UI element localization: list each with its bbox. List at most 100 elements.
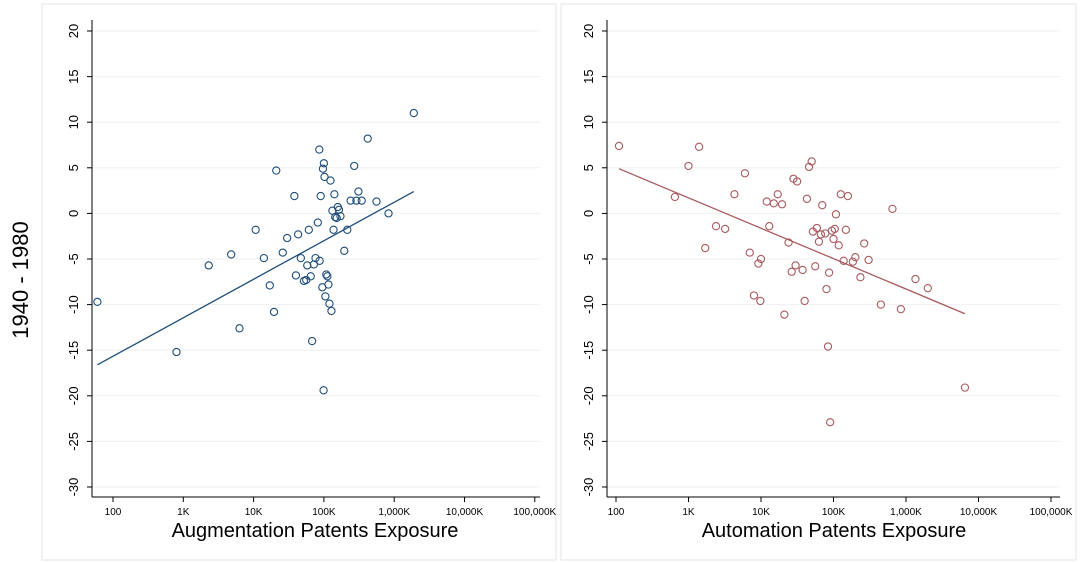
data-point: [329, 225, 338, 234]
y-tick-label: 5: [66, 164, 81, 171]
data-point: [350, 161, 359, 171]
data-point: [319, 386, 328, 395]
x-tick-label: 10K: [752, 507, 770, 518]
data-point: [839, 256, 848, 265]
data-point: [278, 248, 287, 257]
data-point: [684, 161, 693, 171]
data-point: [313, 218, 322, 227]
data-point: [834, 241, 843, 250]
data-point: [756, 254, 766, 264]
data-point: [235, 324, 244, 333]
data-point: [960, 383, 970, 392]
augmentation-scatter-panel: 20 15 10 5 0 -5 -10 -15 -20 -25 -30 100 1K 10K 100K 1,0…: [41, 3, 557, 561]
data-point: [614, 141, 624, 151]
x-tick-label: 1K: [177, 507, 190, 518]
data-point: [384, 209, 393, 218]
shared-y-axis-label: 1940 - 1980: [8, 221, 33, 338]
data-point: [293, 230, 303, 239]
data-point: [694, 142, 704, 151]
data-point: [340, 246, 349, 255]
automation-scatter-panel: 20 15 10 5 0 -5 -10 -15 -20 -25 -30 100 1K 10K 100K 1,0…: [560, 3, 1077, 561]
x-tick-label: 100,000K: [1030, 507, 1073, 518]
data-point: [251, 225, 260, 234]
fit-line: [97, 190, 415, 366]
data-point: [670, 192, 680, 202]
data-point: [269, 307, 279, 317]
data-point: [711, 222, 721, 231]
data-point: [320, 172, 329, 182]
data-point: [823, 342, 833, 351]
data-point: [800, 296, 809, 306]
x-tick-label: 100: [105, 507, 122, 518]
data-point: [354, 187, 363, 196]
data-point: [856, 273, 865, 282]
data-point: [272, 166, 281, 175]
data-point: [807, 157, 816, 166]
data-point: [769, 199, 778, 208]
data-point: [773, 190, 782, 199]
data-point: [896, 305, 906, 314]
y-tick-label: -5: [581, 253, 596, 265]
y-tick-label: -30: [66, 478, 81, 497]
y-tick-label: 20: [66, 24, 81, 38]
data-point: [304, 225, 313, 234]
data-point: [346, 196, 355, 205]
y-tick-label: -10: [66, 295, 81, 314]
data-point: [321, 292, 330, 301]
x-tick-label: 100,000K: [513, 507, 556, 518]
data-point: [331, 212, 340, 222]
data-point: [749, 291, 759, 300]
data-point: [816, 230, 826, 239]
y-tick-label: -15: [581, 341, 596, 360]
data-point: [831, 210, 841, 219]
data-point: [787, 267, 796, 276]
data-point: [343, 225, 352, 234]
data-point: [327, 306, 336, 316]
x-tick-label: 100: [608, 507, 625, 518]
y-tick-label: 0: [66, 210, 81, 217]
data-point: [290, 191, 299, 201]
x-tick-label: 10K: [245, 507, 263, 518]
data-point: [306, 272, 315, 281]
data-point: [323, 272, 332, 281]
data-point: [826, 418, 835, 427]
data-point: [802, 194, 812, 203]
data-point: [756, 296, 765, 306]
data-point: [334, 205, 344, 214]
panel-frame: [41, 3, 557, 561]
data-point: [311, 253, 320, 263]
y-tick-label: -20: [581, 386, 596, 405]
data-point: [259, 253, 269, 263]
data-point: [296, 253, 305, 263]
data-point: [318, 164, 328, 173]
data-point: [791, 261, 800, 270]
data-point: [754, 259, 763, 268]
data-point: [851, 253, 860, 262]
y-tick-label: -30: [581, 478, 596, 497]
data-point: [319, 159, 329, 168]
data-point: [876, 300, 886, 309]
data-point: [409, 108, 418, 118]
y-tick-label: -5: [66, 253, 81, 265]
data-point: [325, 299, 334, 308]
data-point: [784, 238, 793, 247]
data-point: [822, 284, 831, 294]
data-point: [307, 336, 317, 346]
y-tick-label: 20: [581, 24, 596, 38]
data-point: [336, 211, 345, 221]
data-point: [322, 270, 331, 279]
data-point: [841, 225, 850, 234]
data-point: [777, 200, 787, 209]
data-point: [911, 274, 920, 284]
x-tick-label: 100K: [312, 507, 336, 518]
data-point: [330, 190, 339, 199]
data-point: [811, 262, 820, 271]
data-point: [332, 213, 341, 223]
y-tick-label: 15: [66, 69, 81, 83]
data-point: [363, 134, 372, 143]
data-point: [812, 223, 822, 233]
data-point: [814, 237, 824, 246]
data-point: [720, 224, 730, 234]
data-point: [324, 280, 333, 289]
